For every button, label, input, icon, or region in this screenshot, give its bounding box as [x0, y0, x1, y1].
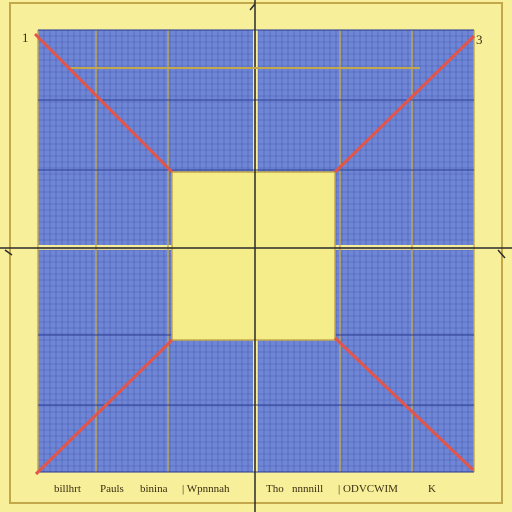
corner-label-top-right: 3	[476, 32, 483, 47]
diagonal-top-right	[333, 34, 476, 174]
diagonal-bottom-left	[34, 338, 174, 476]
footer-text-4: | Wpnnnah	[182, 483, 230, 495]
footer-text-3: binina	[140, 483, 168, 495]
footer-text-7: | ODVCWIM	[338, 483, 398, 495]
tick-left	[4, 249, 13, 256]
footer-text-5: Tho	[266, 483, 284, 495]
tick-top	[249, 3, 256, 11]
diagonal-bottom-right	[333, 336, 475, 472]
center-square	[171, 171, 336, 341]
footer-text-6: nnnnill	[292, 483, 324, 495]
footer-text-2: Pauls	[100, 483, 124, 495]
tick-right	[497, 249, 506, 259]
footer-text-1: billhrt	[54, 483, 81, 495]
diagonal-top-left	[33, 32, 174, 174]
corner-label-top-left: 1	[22, 30, 29, 45]
footer-text-8: K	[428, 483, 436, 495]
